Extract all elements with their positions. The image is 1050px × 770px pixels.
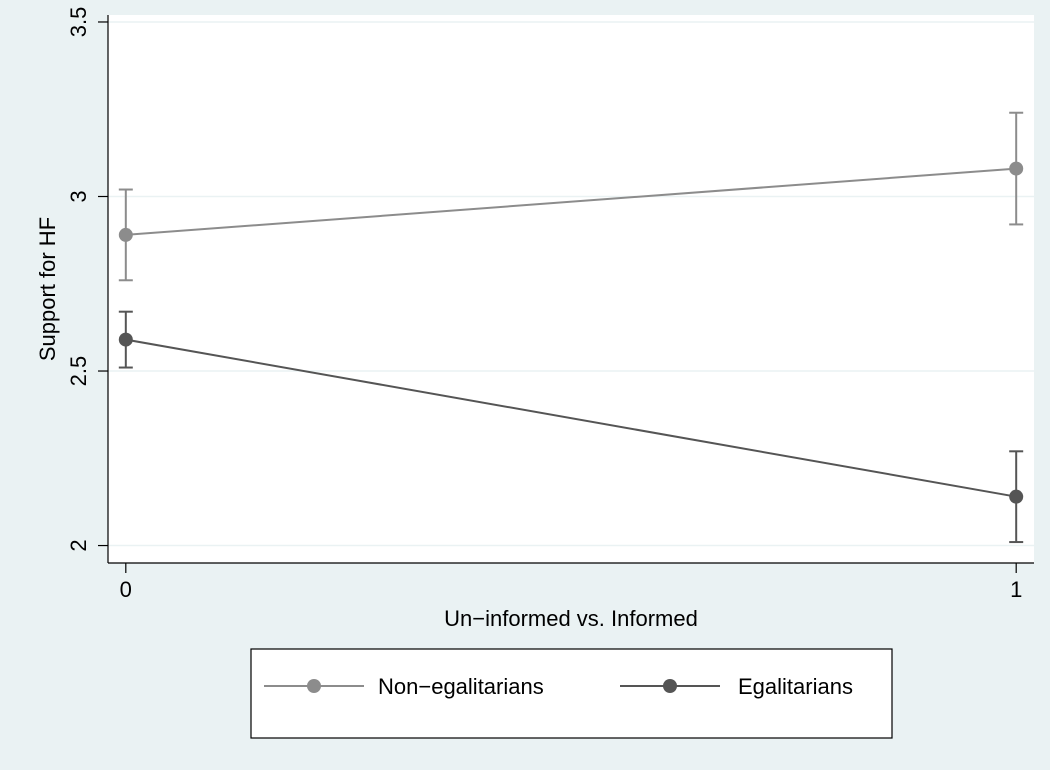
data-point-1-1 <box>1009 489 1024 504</box>
data-point-1-0 <box>118 332 133 347</box>
y-tick-label-2: 3 <box>66 190 91 202</box>
legend-box <box>250 648 893 739</box>
y-tick-label-3: 3.5 <box>66 7 91 38</box>
x-axis-title: Un−informed vs. Informed <box>444 606 698 631</box>
data-point-0-0 <box>118 227 133 242</box>
data-point-0-1 <box>1009 161 1024 176</box>
series-0 <box>118 111 1024 282</box>
series-line-0 <box>125 167 1017 236</box>
legend-label-egalitarians: Egalitarians <box>738 674 853 699</box>
y-axis-title: Support for HF <box>35 217 60 361</box>
legend-item-egalitarians: Egalitarians <box>620 674 853 699</box>
legend-marker-egalitarians <box>663 679 677 693</box>
series-layer <box>118 111 1024 544</box>
grid-layer <box>108 21 1034 547</box>
y-tick-label-1: 2.5 <box>66 356 91 387</box>
y-ticks: 2 2.5 3 3.5 <box>66 7 108 552</box>
legend: Non−egalitarians Egalitarians <box>250 648 893 739</box>
legend-marker-non-egalitarians <box>307 679 321 693</box>
series-line-1 <box>125 338 1017 498</box>
legend-item-non-egalitarians: Non−egalitarians <box>264 674 544 699</box>
series-1 <box>118 310 1024 544</box>
y-tick-label-0: 2 <box>66 539 91 551</box>
legend-label-non-egalitarians: Non−egalitarians <box>378 674 544 699</box>
x-tick-label-0: 0 <box>120 577 132 602</box>
x-tick-label-1: 1 <box>1010 577 1022 602</box>
axes-layer <box>107 15 1034 564</box>
plot-background <box>108 15 1034 563</box>
